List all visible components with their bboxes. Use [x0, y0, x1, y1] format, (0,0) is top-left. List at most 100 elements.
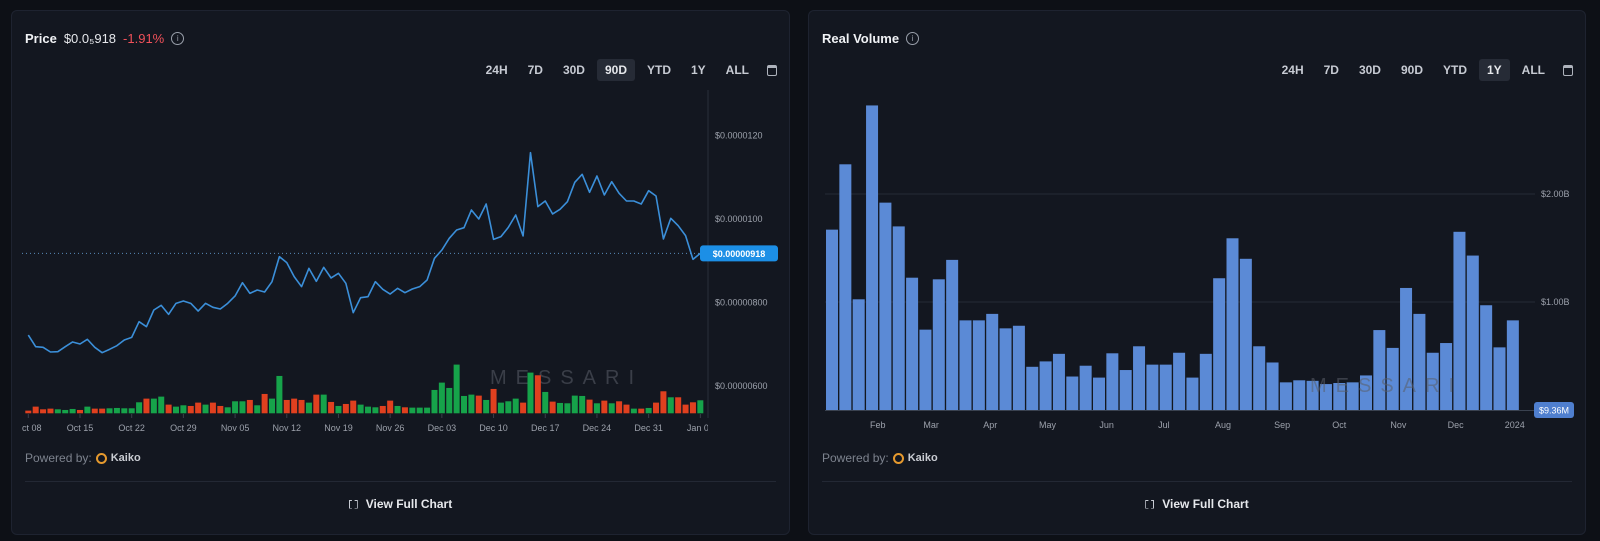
x-tick-label: Nov [1390, 420, 1407, 430]
x-tick-label: Aug [1215, 420, 1231, 430]
volume-bar [387, 400, 394, 414]
range-1y[interactable]: 1Y [1478, 59, 1510, 81]
volume-bar [320, 394, 327, 414]
range-1y[interactable]: 1Y [690, 63, 706, 77]
volume-bar [1039, 361, 1052, 410]
volume-bar [1026, 366, 1039, 410]
view-full-chart-label: View Full Chart [365, 497, 453, 511]
range-7d[interactable]: 7D [527, 63, 543, 77]
powered-by-label: Powered by: [25, 451, 92, 465]
view-full-chart-label: View Full Chart [1162, 497, 1249, 511]
volume-bar [342, 403, 349, 414]
view-full-chart-button[interactable]: View Full Chart [809, 497, 1585, 511]
x-tick-label: Dec [1448, 420, 1465, 430]
volume-bar [512, 398, 519, 414]
volume-bar [866, 105, 879, 410]
volume-bar [608, 403, 615, 414]
y-tick-label: $1.00B [1541, 297, 1570, 307]
volume-bar [99, 408, 106, 414]
volume-bar [232, 401, 239, 414]
x-tick-label: Dec 17 [531, 423, 560, 433]
volume-bar [187, 405, 194, 414]
volume-bar [1453, 231, 1466, 410]
volume-bar [431, 389, 438, 414]
volume-bar [150, 398, 157, 414]
volume-bar [520, 402, 527, 414]
volume-bar [689, 402, 696, 414]
y-tick-label: $0.00000800 [715, 298, 768, 308]
volume-bar [32, 406, 39, 414]
volume-bar [1279, 382, 1292, 410]
volume-bar [616, 401, 623, 414]
volume-bar [1253, 346, 1266, 410]
volume-bar [416, 407, 423, 414]
current-volume-badge-label: $9.36M [1539, 406, 1569, 416]
volume-bar [564, 403, 571, 414]
range-90d[interactable]: 90D [1400, 63, 1423, 77]
volume-bar [143, 398, 150, 414]
volume-bar [571, 395, 578, 414]
range-all[interactable]: ALL [1521, 63, 1545, 77]
volume-bar [549, 401, 556, 414]
volume-bar [1413, 313, 1426, 410]
volume-bar [645, 407, 652, 414]
range-ytd[interactable]: YTD [1442, 63, 1467, 77]
kaiko-logo-icon [892, 452, 904, 464]
volume-bar [919, 329, 932, 410]
volume-bar [1133, 346, 1146, 410]
range-ytd[interactable]: YTD [646, 63, 671, 77]
volume-bar [1239, 258, 1252, 410]
calendar-icon[interactable] [1563, 64, 1573, 76]
info-icon[interactable]: i [906, 32, 920, 45]
divider [822, 481, 1572, 482]
powered-by: Powered by: Kaiko [25, 451, 141, 465]
price-change: -1.91% [123, 31, 165, 46]
range-30d[interactable]: 30D [562, 63, 585, 77]
range-24h[interactable]: 24H [485, 63, 508, 77]
volume-bar [401, 407, 408, 414]
volume-bar [335, 405, 342, 414]
x-tick-label: Dec 10 [479, 423, 508, 433]
volume-bar [593, 403, 600, 414]
volume-bar [54, 409, 61, 414]
y-tick-label: $0.00000600 [715, 381, 768, 391]
volume-bar [121, 408, 128, 414]
volume-bar [972, 320, 985, 410]
volume-bar [1186, 377, 1199, 410]
volume-bar [1119, 370, 1132, 410]
volume-bar [682, 404, 689, 414]
range-30d[interactable]: 30D [1358, 63, 1381, 77]
price-header: Price $0.0₅918 -1.91% i [25, 31, 185, 46]
volume-bar [826, 229, 838, 410]
x-tick-label: Dec 31 [634, 423, 663, 433]
volume-bar [959, 320, 972, 410]
view-full-chart-button[interactable]: View Full Chart [12, 497, 789, 511]
current-price-badge-label: $0.00000918 [713, 249, 766, 259]
volume-bar [254, 405, 261, 414]
y-tick-label: $2.00B [1541, 189, 1570, 199]
volume-bar [653, 402, 660, 414]
info-icon[interactable]: i [171, 32, 185, 45]
y-tick-label: $0.0000120 [715, 131, 763, 141]
x-tick-label: Jul [1158, 420, 1170, 430]
range-90d[interactable]: 90D [596, 59, 635, 81]
volume-bar [47, 408, 54, 414]
volume-bar [269, 398, 276, 414]
range-7d[interactable]: 7D [1323, 63, 1339, 77]
calendar-icon[interactable] [767, 64, 777, 76]
volume-title: Real Volume [822, 31, 900, 46]
range-all[interactable]: ALL [725, 63, 749, 77]
volume-bar [313, 394, 320, 414]
volume-bar [638, 408, 645, 414]
volume-bar [165, 404, 172, 414]
watermark-logo: MESSARI [490, 367, 643, 389]
volume-bar [291, 398, 298, 414]
volume-bar [25, 410, 32, 414]
volume-bar [106, 408, 113, 414]
volume-bar [468, 394, 475, 414]
provider-name: Kaiko [110, 452, 141, 464]
range-24h[interactable]: 24H [1281, 63, 1304, 77]
volume-bar [209, 402, 216, 414]
